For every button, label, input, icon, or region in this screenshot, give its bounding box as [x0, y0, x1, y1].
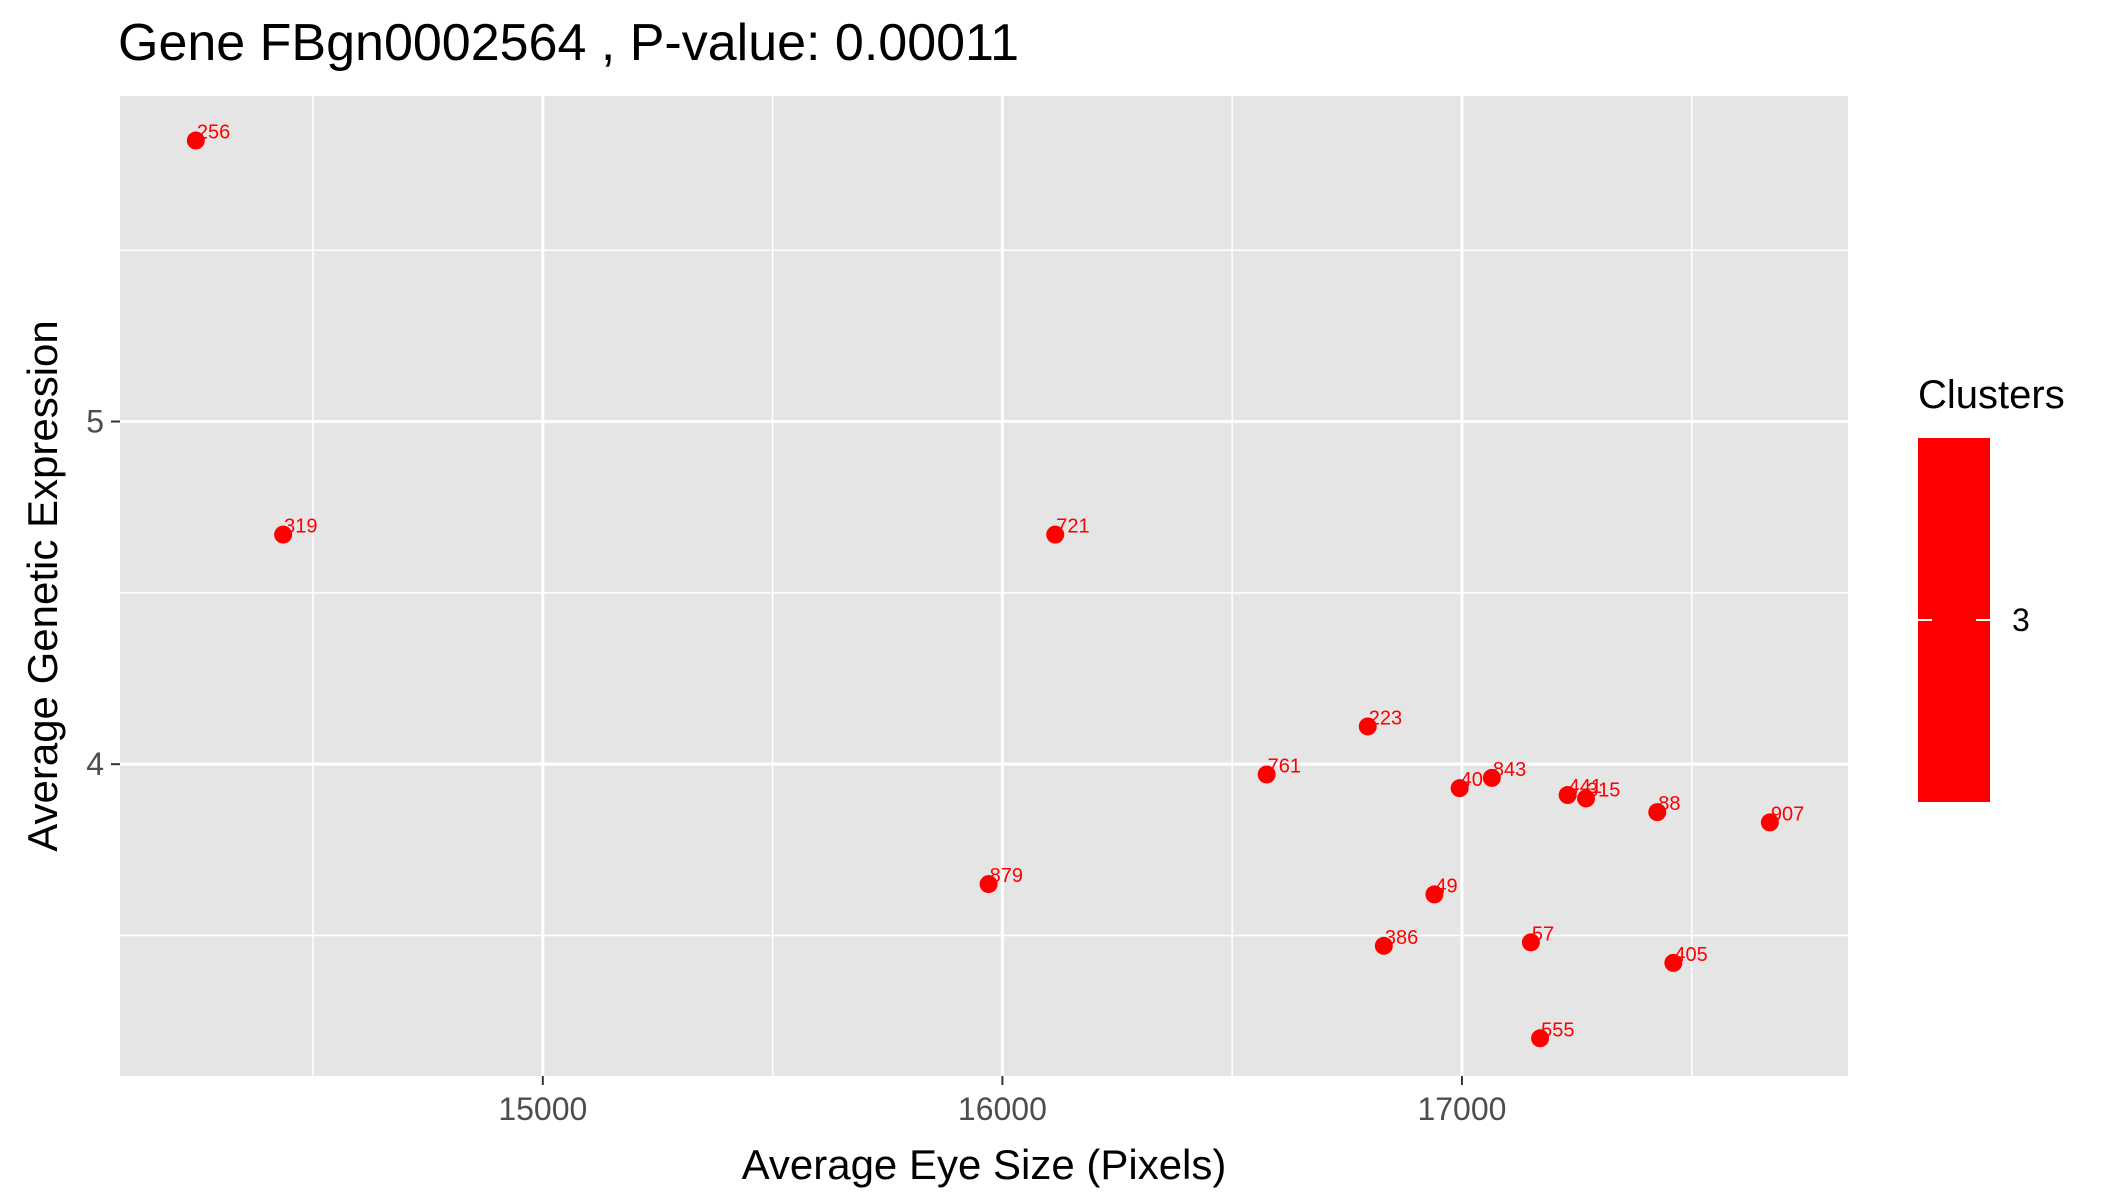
data-point-label: 49	[1435, 875, 1457, 897]
data-point-label: 441	[1569, 776, 1602, 798]
data-point-label: 907	[1771, 803, 1804, 825]
x-tick-label: 16000	[958, 1091, 1047, 1127]
legend-title: Clusters	[1918, 373, 2065, 417]
data-point-label: 57	[1532, 923, 1554, 945]
legend-entry-label: 3	[2012, 602, 2030, 638]
data-point	[1425, 885, 1444, 904]
data-point	[1450, 779, 1469, 798]
data-point	[1577, 789, 1596, 808]
y-axis-title: Average Genetic Expression	[19, 320, 66, 852]
data-point-label: 386	[1385, 927, 1418, 949]
y-tick-label: 5	[86, 404, 104, 440]
data-point	[1521, 933, 1540, 952]
data-point-label: 315	[1587, 779, 1620, 801]
axis-ticks: 15000 16000 17000 4 5	[86, 404, 1506, 1127]
legend: Clusters 3	[1918, 373, 2065, 802]
y-tick-label: 4	[86, 746, 104, 782]
chart-title: Gene FBgn0002564 , P-value: 0.00011	[118, 14, 1019, 72]
data-point-label: 879	[990, 865, 1023, 887]
data-point-label: 223	[1369, 707, 1402, 729]
data-point	[274, 525, 293, 544]
data-point	[1648, 803, 1667, 822]
data-point-label: 843	[1493, 759, 1526, 781]
data-point-label: 256	[197, 122, 230, 144]
data-point	[1482, 768, 1501, 787]
data-points	[186, 131, 1779, 1048]
data-point-label: 319	[284, 516, 317, 538]
data-point	[1558, 786, 1577, 805]
data-point	[1760, 813, 1779, 832]
data-point	[1664, 953, 1683, 972]
data-point	[979, 875, 998, 894]
data-point	[1374, 936, 1393, 955]
data-point-label: 40	[1461, 769, 1483, 791]
x-tick-label: 15000	[498, 1091, 587, 1127]
data-point-label: 88	[1658, 793, 1680, 815]
data-point	[1046, 525, 1065, 544]
major-grid	[120, 96, 1848, 1076]
x-tick-label: 17000	[1417, 1091, 1506, 1127]
data-point	[1358, 717, 1377, 736]
plot-panel	[120, 96, 1848, 1076]
data-point-label: 405	[1674, 944, 1707, 966]
data-point	[1531, 1029, 1550, 1048]
data-point-label: 721	[1056, 516, 1089, 538]
minor-grid	[120, 96, 1848, 1076]
data-point	[186, 131, 205, 150]
data-point-label: 555	[1541, 1019, 1574, 1041]
data-point-label: 761	[1268, 755, 1301, 777]
data-point	[1257, 765, 1276, 784]
x-axis-title: Average Eye Size (Pixels)	[742, 1141, 1227, 1188]
